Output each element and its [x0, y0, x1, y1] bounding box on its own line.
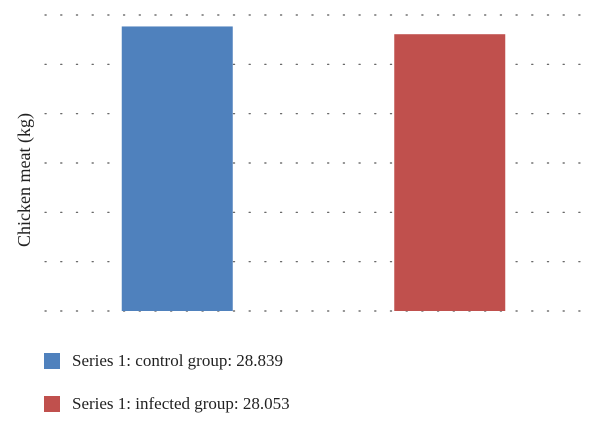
legend-label-control: Series 1: control group: 28.839 — [72, 351, 284, 370]
legend-item-infected: Series 1: infected group: 28.053 — [44, 391, 290, 417]
bars — [121, 26, 506, 312]
legend: Series 1: control group: 28.839 Series 1… — [44, 348, 290, 434]
y-axis-label: Chicken meat (kg) — [14, 113, 35, 247]
legend-label-infected: Series 1: infected group: 28.053 — [72, 394, 290, 413]
bar-infected-group — [394, 34, 506, 312]
legend-swatch-control — [44, 353, 60, 369]
legend-swatch-infected — [44, 396, 60, 412]
legend-item-control: Series 1: control group: 28.839 — [44, 348, 290, 374]
bar-control-group — [121, 26, 233, 311]
